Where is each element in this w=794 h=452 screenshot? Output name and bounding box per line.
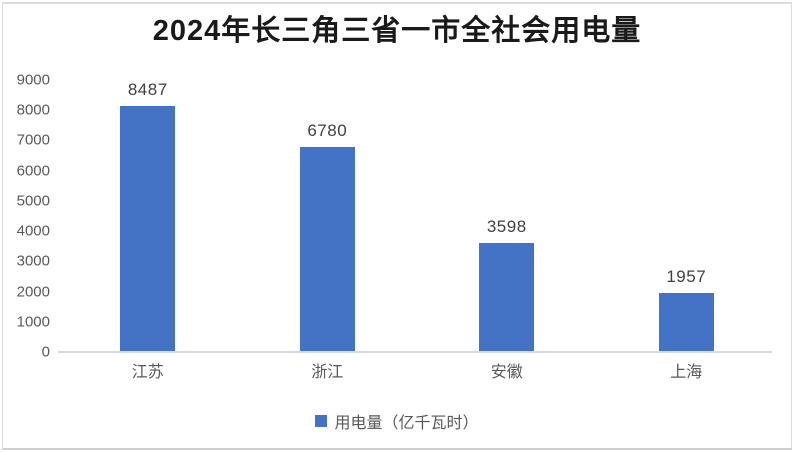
bar-group: 8487 江苏	[58, 80, 238, 381]
legend: 用电量（亿千瓦时）	[0, 409, 794, 433]
bar-value-label: 3598	[486, 217, 527, 237]
y-tick-label: 3000	[16, 252, 50, 270]
bar-group: 6780 浙江	[238, 80, 418, 381]
x-category-label: 安徽	[490, 364, 523, 381]
bar-value-label: 6780	[307, 121, 348, 141]
bar-安徽	[479, 243, 535, 352]
bar-value-label: 8487	[127, 80, 168, 99]
plot-area: 8487 江苏 6780 浙江 3598 安徽 1957 上海	[58, 80, 777, 381]
x-category-label: 上海	[670, 364, 703, 381]
bar-浙江	[299, 147, 355, 352]
y-tick-label: 9000	[16, 71, 50, 89]
y-tick-label: 4000	[16, 222, 50, 240]
y-axis: 9000 8000 7000 6000 5000 4000 3000 2000 1000 0	[8, 72, 50, 361]
legend-label: 用电量（亿千瓦时）	[334, 415, 479, 432]
y-tick-label: 1000	[16, 313, 50, 331]
bar-上海	[658, 292, 714, 352]
y-tick-label: 6000	[16, 162, 50, 180]
y-tick-label: 8000	[16, 101, 50, 119]
y-tick-label: 5000	[16, 192, 50, 210]
x-category-label: 江苏	[131, 364, 164, 381]
bar-group: 3598 安徽	[417, 80, 597, 381]
bar-group: 1957 上海	[597, 80, 777, 381]
x-axis-line	[58, 351, 772, 353]
legend-swatch-icon	[315, 415, 328, 427]
y-tick-label: 0	[41, 343, 50, 361]
x-category-label: 浙江	[311, 364, 344, 381]
y-tick-label: 2000	[16, 283, 50, 301]
bar-江苏	[120, 106, 176, 352]
y-tick-label: 7000	[16, 131, 50, 149]
bar-value-label: 1957	[666, 266, 707, 286]
chart-title: 2024年长三角三省一市全社会用电量	[152, 15, 642, 47]
